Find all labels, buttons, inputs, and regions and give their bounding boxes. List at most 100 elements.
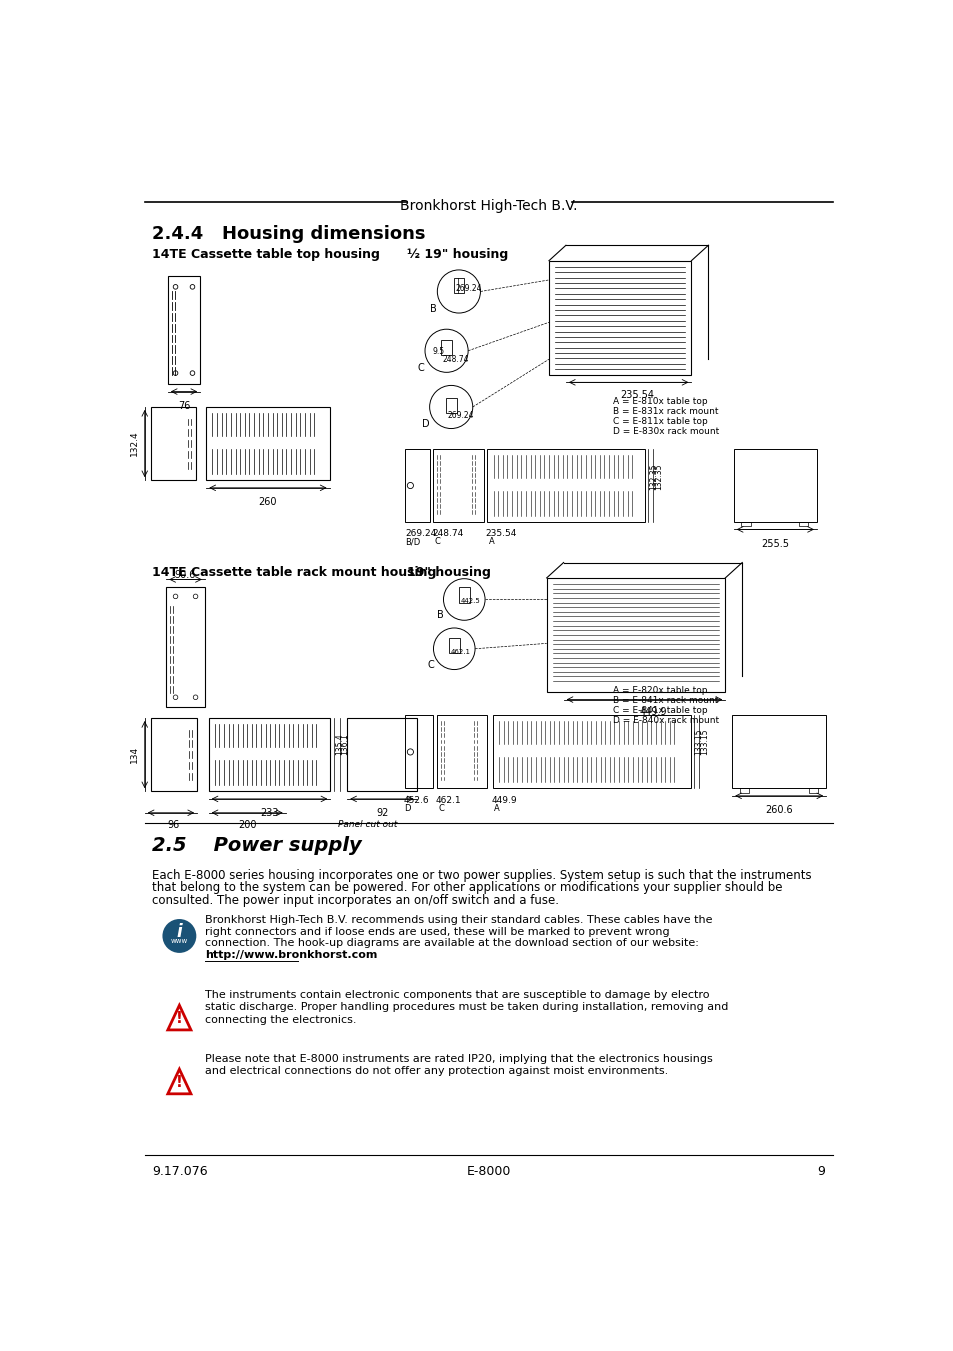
Bar — [168, 276, 200, 384]
Bar — [405, 715, 433, 788]
Text: C = E-841x table top: C = E-841x table top — [612, 705, 707, 715]
Text: D: D — [404, 804, 411, 812]
Text: 452.6: 452.6 — [403, 796, 429, 805]
Text: 135.4: 135.4 — [335, 734, 344, 755]
Text: 449.9: 449.9 — [639, 708, 666, 717]
Bar — [732, 715, 825, 788]
Text: 269.24: 269.24 — [447, 411, 474, 420]
Text: 133.15: 133.15 — [694, 728, 702, 755]
Text: Bronkhorst High-Tech B.V.: Bronkhorst High-Tech B.V. — [399, 199, 578, 213]
Text: 462.1: 462.1 — [436, 796, 461, 805]
Text: 136.1: 136.1 — [340, 734, 349, 755]
Text: 76: 76 — [177, 401, 190, 411]
Bar — [433, 449, 483, 521]
Text: B/D: B/D — [405, 538, 420, 546]
Polygon shape — [168, 1005, 191, 1029]
Text: 255.5: 255.5 — [760, 539, 788, 549]
Text: 19" housing: 19" housing — [406, 566, 490, 580]
Text: B = E-841x rack mount: B = E-841x rack mount — [612, 696, 718, 705]
Text: A: A — [493, 804, 498, 812]
Text: 90.6: 90.6 — [174, 570, 196, 580]
Text: 2.4.4   Housing dimensions: 2.4.4 Housing dimensions — [152, 226, 425, 243]
Bar — [405, 449, 429, 521]
Text: 133.15: 133.15 — [700, 728, 708, 755]
Text: 2.5    Power supply: 2.5 Power supply — [152, 836, 362, 855]
Bar — [436, 715, 487, 788]
Text: static discharge. Proper handling procedures must be taken during installation, : static discharge. Proper handling proced… — [205, 1002, 727, 1012]
Text: 449.9: 449.9 — [491, 796, 517, 805]
Text: Each E-8000 series housing incorporates one or two power supplies. System setup : Each E-8000 series housing incorporates … — [152, 869, 811, 882]
Text: Bronkhorst High-Tech B.V. recommends using their standard cables. These cables h: Bronkhorst High-Tech B.V. recommends usi… — [205, 915, 712, 925]
Text: 92: 92 — [376, 808, 389, 819]
Text: 248.74: 248.74 — [442, 354, 469, 363]
Text: E-8000: E-8000 — [466, 1165, 511, 1178]
Text: 14TE Cassette table top housing: 14TE Cassette table top housing — [152, 249, 380, 261]
Text: Please note that E-8000 instruments are rated IP20, implying that the electronic: Please note that E-8000 instruments are … — [205, 1054, 712, 1063]
Bar — [740, 521, 750, 527]
Bar — [347, 719, 416, 792]
Text: 132.35: 132.35 — [648, 463, 658, 490]
Text: A: A — [488, 538, 495, 546]
Circle shape — [162, 919, 196, 952]
Text: consulted. The power input incorporates an on/off switch and a fuse.: consulted. The power input incorporates … — [152, 893, 558, 907]
Bar — [546, 578, 724, 692]
Text: 260.6: 260.6 — [764, 805, 792, 815]
Bar — [206, 407, 329, 480]
Text: C: C — [427, 659, 434, 670]
Text: 9: 9 — [817, 1165, 824, 1178]
Text: that belong to the system can be powered. For other applications or modification: that belong to the system can be powered… — [152, 881, 782, 894]
Bar — [151, 719, 197, 792]
Text: connecting the electronics.: connecting the electronics. — [205, 1015, 355, 1024]
Text: C: C — [416, 363, 424, 373]
Text: 442.5: 442.5 — [460, 598, 479, 604]
Text: http://www.bronkhorst.com: http://www.bronkhorst.com — [205, 950, 376, 959]
Text: C = E-811x table top: C = E-811x table top — [612, 417, 707, 426]
Bar — [166, 588, 205, 707]
Text: www: www — [171, 939, 188, 944]
Text: and electrical connections do not offer any protection against moist environment: and electrical connections do not offer … — [205, 1066, 667, 1077]
Text: 233: 233 — [260, 808, 278, 819]
Text: !: ! — [175, 1011, 183, 1025]
Text: 269.24: 269.24 — [455, 284, 481, 293]
Text: 9.17.076: 9.17.076 — [152, 1165, 208, 1178]
Text: !: ! — [175, 1075, 183, 1090]
Text: Panel cut out: Panel cut out — [337, 820, 397, 830]
Bar — [808, 788, 818, 793]
Polygon shape — [168, 1069, 191, 1094]
Text: 235.54: 235.54 — [485, 530, 517, 539]
Bar — [445, 397, 456, 413]
Text: ½ 19" housing: ½ 19" housing — [406, 249, 507, 261]
Bar — [453, 277, 464, 293]
Text: i: i — [176, 923, 182, 940]
Text: A = E-810x table top: A = E-810x table top — [612, 397, 707, 405]
Text: D = E-830x rack mount: D = E-830x rack mount — [612, 427, 719, 436]
Bar — [440, 340, 452, 355]
Text: 96: 96 — [168, 820, 180, 831]
Text: 260: 260 — [258, 497, 277, 507]
Text: The instruments contain electronic components that are susceptible to damage by : The instruments contain electronic compo… — [205, 990, 708, 1000]
Text: B = E-831x rack mount: B = E-831x rack mount — [612, 407, 718, 416]
Text: connection. The hook-up diagrams are available at the download section of our we: connection. The hook-up diagrams are ava… — [205, 939, 698, 948]
Text: 132.4: 132.4 — [130, 431, 138, 457]
Text: 200: 200 — [237, 820, 256, 831]
Bar — [449, 638, 459, 654]
Text: 14TE Cassette table rack mount housing: 14TE Cassette table rack mount housing — [152, 566, 436, 580]
Text: C: C — [434, 538, 439, 546]
Text: 134: 134 — [130, 746, 138, 763]
Text: B: B — [436, 611, 443, 620]
Text: 9.5: 9.5 — [433, 347, 444, 355]
Bar — [799, 521, 807, 527]
Text: right connectors and if loose ends are used, these will be marked to prevent wro: right connectors and if loose ends are u… — [205, 927, 669, 936]
Text: 248.74: 248.74 — [432, 530, 463, 539]
Text: 235.54: 235.54 — [619, 390, 653, 400]
Bar — [458, 588, 469, 603]
Text: D = E-840x rack mount: D = E-840x rack mount — [612, 716, 719, 724]
Text: 462.1: 462.1 — [450, 648, 470, 655]
Text: D: D — [421, 419, 429, 430]
Bar — [733, 449, 816, 521]
Text: C: C — [437, 804, 443, 812]
Bar — [548, 261, 691, 374]
Text: B: B — [429, 304, 436, 313]
Bar — [151, 407, 195, 480]
Bar — [493, 715, 691, 788]
